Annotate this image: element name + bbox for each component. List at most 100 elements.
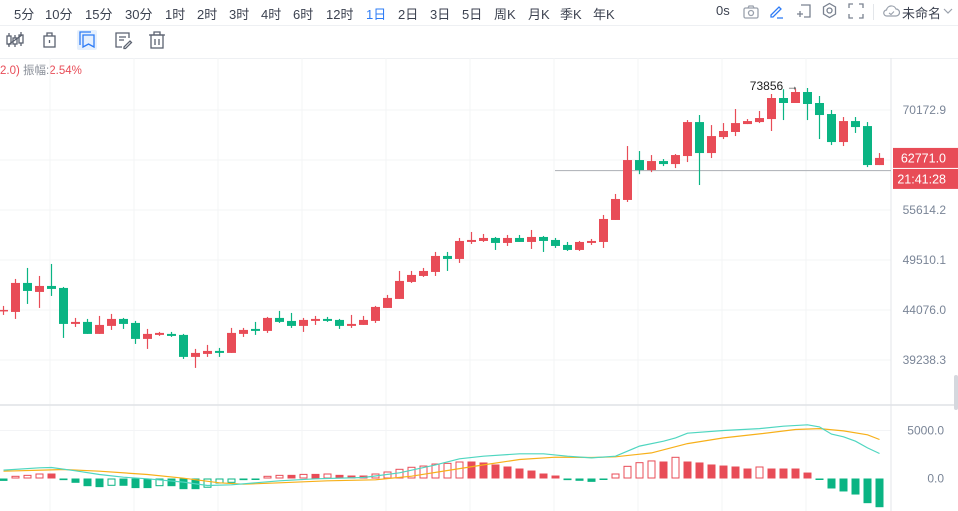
macd-bar bbox=[455, 461, 464, 479]
candle-body bbox=[839, 121, 848, 143]
period-tab-14[interactable]: 周K bbox=[494, 7, 516, 22]
period-bar: 0s 未命名 5分 10分 15分 30分 1时 2时 3时 4时 6时 12时 1日 2日 3日 5日周… bbox=[0, 0, 958, 26]
candlestick-button[interactable] bbox=[5, 30, 25, 50]
macd-bar bbox=[323, 473, 332, 479]
price-axis-label: 39238.3 bbox=[903, 353, 947, 367]
kline-chart[interactable]: 73856 → 70172.9 55614.2 49510.1 44076.0 39238… bbox=[0, 58, 958, 511]
period-tab-4[interactable]: 1时 bbox=[165, 7, 186, 22]
macd-bar bbox=[863, 478, 872, 504]
candle-body bbox=[587, 240, 596, 243]
period-tab-9[interactable]: 12时 bbox=[326, 7, 354, 22]
macd-bar bbox=[575, 478, 584, 481]
settings-icon[interactable] bbox=[821, 2, 838, 19]
period-tab-2[interactable]: 15分 bbox=[85, 7, 113, 22]
period-tab-8[interactable]: 6时 bbox=[293, 7, 314, 22]
period-tab-12[interactable]: 3日 bbox=[430, 7, 451, 22]
macd-bar bbox=[11, 475, 20, 479]
lock-button[interactable] bbox=[40, 30, 60, 50]
candle-body bbox=[827, 114, 836, 143]
period-tab-17[interactable]: 年K bbox=[593, 7, 615, 22]
period-tab-7[interactable]: 4时 bbox=[261, 7, 282, 22]
macd-bar bbox=[695, 462, 704, 479]
candle-body bbox=[731, 123, 740, 132]
divider bbox=[873, 4, 874, 20]
candle-body bbox=[779, 98, 788, 103]
period-tab-1[interactable]: 10分 bbox=[45, 7, 73, 22]
macd-bar bbox=[287, 474, 296, 479]
camera-icon[interactable] bbox=[743, 4, 759, 19]
macd-bar bbox=[71, 478, 80, 483]
period-tab-13[interactable]: 5日 bbox=[462, 7, 483, 22]
current-price-label: 62771.0 bbox=[901, 151, 946, 165]
candle-body bbox=[59, 287, 68, 324]
add-frame-icon[interactable] bbox=[796, 3, 812, 19]
ohlc-info: 2.0) 振幅:2.54% bbox=[0, 62, 82, 78]
lock-icon bbox=[43, 32, 56, 48]
candle-body bbox=[491, 237, 500, 243]
cloud-icon bbox=[883, 5, 900, 17]
period-tab-16[interactable]: 季K bbox=[560, 7, 582, 22]
period-tab-10[interactable]: 1日 bbox=[366, 7, 387, 22]
candle-body bbox=[863, 126, 872, 166]
pencil-icon[interactable] bbox=[768, 3, 784, 19]
candle-body bbox=[107, 318, 116, 326]
candle-body bbox=[299, 319, 308, 326]
chevron-down-icon[interactable] bbox=[943, 8, 953, 15]
macd-bar bbox=[779, 468, 788, 479]
macd-bar bbox=[491, 464, 500, 479]
period-tab-0[interactable]: 5分 bbox=[14, 7, 35, 22]
candle-body bbox=[275, 317, 284, 322]
macd-bar bbox=[179, 478, 188, 490]
period-tab-3[interactable]: 30分 bbox=[125, 7, 153, 22]
macd-bar bbox=[83, 478, 92, 487]
trash-icon bbox=[149, 31, 165, 49]
price-axis-label: 44076.0 bbox=[903, 303, 947, 317]
layout-name-dropdown[interactable]: 未命名 bbox=[902, 6, 942, 21]
edit-note-button[interactable] bbox=[113, 30, 133, 50]
macd-bar bbox=[527, 470, 536, 479]
period-tab-15[interactable]: 月K bbox=[528, 7, 550, 22]
countdown-label: 0s bbox=[716, 3, 730, 18]
macd-bar bbox=[263, 475, 272, 479]
dea-line bbox=[3, 427, 880, 485]
info-prefix: 2.0) bbox=[0, 65, 20, 77]
macd-bar bbox=[851, 478, 860, 495]
macd-bar bbox=[335, 474, 344, 479]
period-tab-5[interactable]: 2时 bbox=[197, 7, 218, 22]
candle-body bbox=[455, 240, 464, 259]
scrollbar[interactable] bbox=[954, 375, 958, 410]
price-axis-label: 49510.1 bbox=[903, 253, 947, 267]
period-tab-11[interactable]: 2日 bbox=[398, 7, 419, 22]
macd-bar bbox=[875, 478, 884, 508]
candle-body bbox=[143, 333, 152, 339]
macd-bar bbox=[311, 473, 320, 479]
macd-bar bbox=[611, 473, 620, 479]
macd-bar bbox=[155, 478, 164, 487]
macd-bar bbox=[563, 478, 572, 481]
macd-bar bbox=[35, 473, 44, 479]
macd-bar bbox=[0, 478, 8, 481]
candle-body bbox=[179, 334, 188, 357]
delete-button[interactable] bbox=[147, 30, 167, 50]
macd-bar bbox=[239, 478, 248, 481]
candle-body bbox=[239, 329, 248, 334]
fullscreen-icon[interactable] bbox=[848, 3, 864, 19]
edit-note-icon bbox=[115, 32, 133, 50]
candle-body bbox=[167, 333, 176, 336]
bookmark-button[interactable] bbox=[77, 30, 97, 50]
macd-bar bbox=[551, 475, 560, 479]
candle-body bbox=[539, 236, 548, 241]
candle-body bbox=[215, 350, 224, 353]
macd-bar bbox=[431, 463, 440, 479]
candle-body bbox=[671, 155, 680, 165]
macd-bar bbox=[407, 466, 416, 479]
candle-body bbox=[407, 274, 416, 282]
period-tab-6[interactable]: 3时 bbox=[229, 7, 250, 22]
candle-body bbox=[851, 121, 860, 128]
macd-bar bbox=[623, 465, 632, 479]
candle-body bbox=[479, 237, 488, 241]
price-axis-label: 70172.9 bbox=[903, 103, 947, 117]
candle-body bbox=[287, 320, 296, 326]
countdown-badge bbox=[893, 168, 958, 189]
candle-body bbox=[611, 198, 620, 220]
